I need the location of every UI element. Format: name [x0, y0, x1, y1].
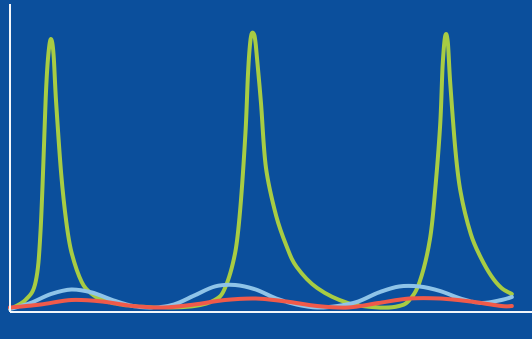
series-line-3 — [8, 296, 514, 310]
series-line-1 — [8, 30, 514, 311]
series-layer — [8, 30, 514, 311]
series-line-2 — [8, 282, 514, 311]
